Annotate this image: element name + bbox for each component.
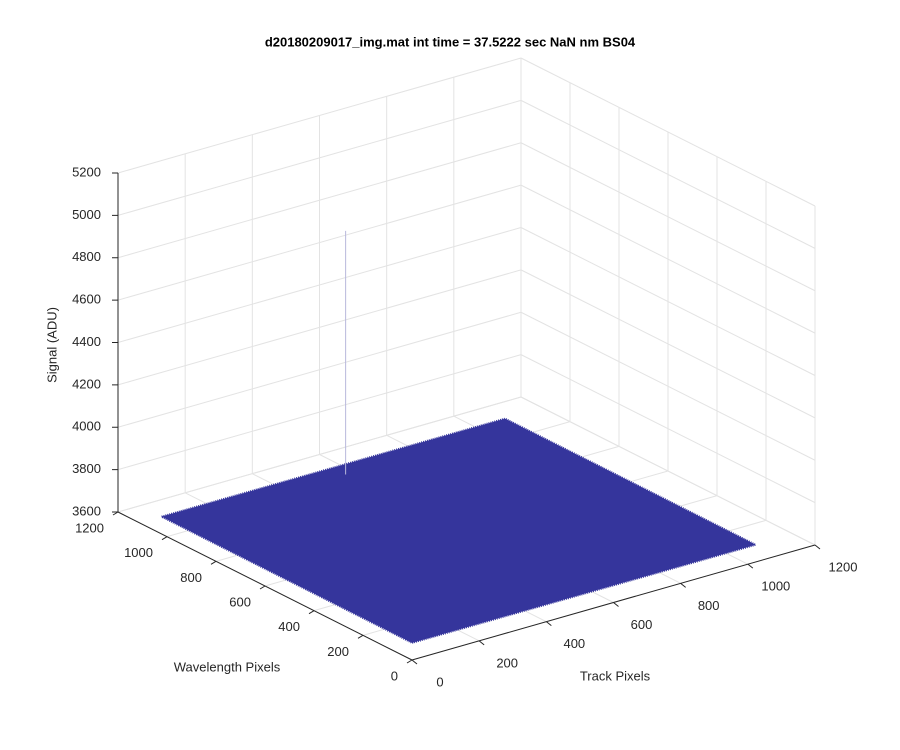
x-tick bbox=[747, 563, 754, 569]
x-tick-label: 200 bbox=[496, 655, 518, 670]
grid-line bbox=[520, 354, 816, 504]
grid-line bbox=[117, 99, 522, 216]
y-tick-label: 200 bbox=[327, 644, 349, 659]
x-tick bbox=[613, 602, 619, 607]
x-tick bbox=[478, 640, 485, 646]
z-tick-label: 4400 bbox=[72, 334, 101, 349]
x-tick-label: 0 bbox=[436, 674, 443, 689]
z-tick-label: 4600 bbox=[72, 292, 101, 307]
y-tick bbox=[161, 536, 168, 541]
y-tick bbox=[259, 585, 266, 590]
grid-line bbox=[117, 142, 522, 259]
y-tick bbox=[308, 610, 315, 615]
grid-line bbox=[117, 269, 522, 386]
z-tick-label: 4800 bbox=[72, 249, 101, 264]
z-tick-label: 4200 bbox=[72, 376, 101, 391]
x-tick bbox=[411, 659, 418, 665]
grid-line bbox=[117, 311, 522, 428]
y-tick-label: 600 bbox=[229, 594, 251, 609]
grid-line bbox=[117, 227, 522, 343]
grid-line bbox=[117, 57, 522, 174]
x-tick-label: 600 bbox=[631, 617, 653, 632]
chart-title: d20180209017_img.mat int time = 37.5222 … bbox=[265, 34, 636, 49]
grid-line bbox=[520, 142, 816, 292]
surface-cell bbox=[158, 417, 759, 644]
x-tick-label: 800 bbox=[698, 598, 720, 613]
x-tick bbox=[546, 621, 552, 627]
z-tick-label: 4000 bbox=[72, 419, 101, 434]
z-axis-label: Signal (ADU) bbox=[44, 307, 59, 383]
y-tick-label: 0 bbox=[391, 668, 398, 683]
z-tick-label: 3800 bbox=[72, 461, 101, 476]
y-tick bbox=[357, 634, 364, 639]
y-tick bbox=[406, 659, 413, 664]
grid-line bbox=[520, 269, 816, 419]
x-tick-label: 400 bbox=[563, 636, 585, 651]
grid-line bbox=[117, 184, 522, 301]
x-tick-label: 1200 bbox=[829, 559, 858, 574]
grid-line bbox=[520, 396, 816, 546]
grid-line bbox=[520, 184, 816, 334]
y-tick-label: 800 bbox=[180, 570, 202, 585]
z-tick-label: 5200 bbox=[72, 164, 101, 179]
x-tick-label: 1000 bbox=[761, 579, 790, 594]
z-tick-label: 5000 bbox=[72, 207, 101, 222]
y-tick-label: 400 bbox=[278, 619, 300, 634]
y-tick bbox=[210, 560, 217, 565]
y-tick-label: 1200 bbox=[75, 520, 104, 535]
grid-line bbox=[117, 354, 522, 471]
y-tick-label: 1000 bbox=[124, 545, 153, 560]
x-tick bbox=[814, 544, 821, 550]
z-tick-label: 3600 bbox=[72, 503, 101, 518]
grid-line bbox=[520, 57, 816, 207]
grid-line bbox=[520, 99, 816, 249]
x-axis-label: Track Pixels bbox=[580, 668, 651, 683]
y-axis-label: Wavelength Pixels bbox=[174, 659, 281, 674]
x-tick bbox=[680, 582, 686, 588]
grid-line bbox=[117, 396, 522, 513]
grid-line bbox=[520, 311, 816, 461]
grid-line bbox=[520, 227, 816, 376]
